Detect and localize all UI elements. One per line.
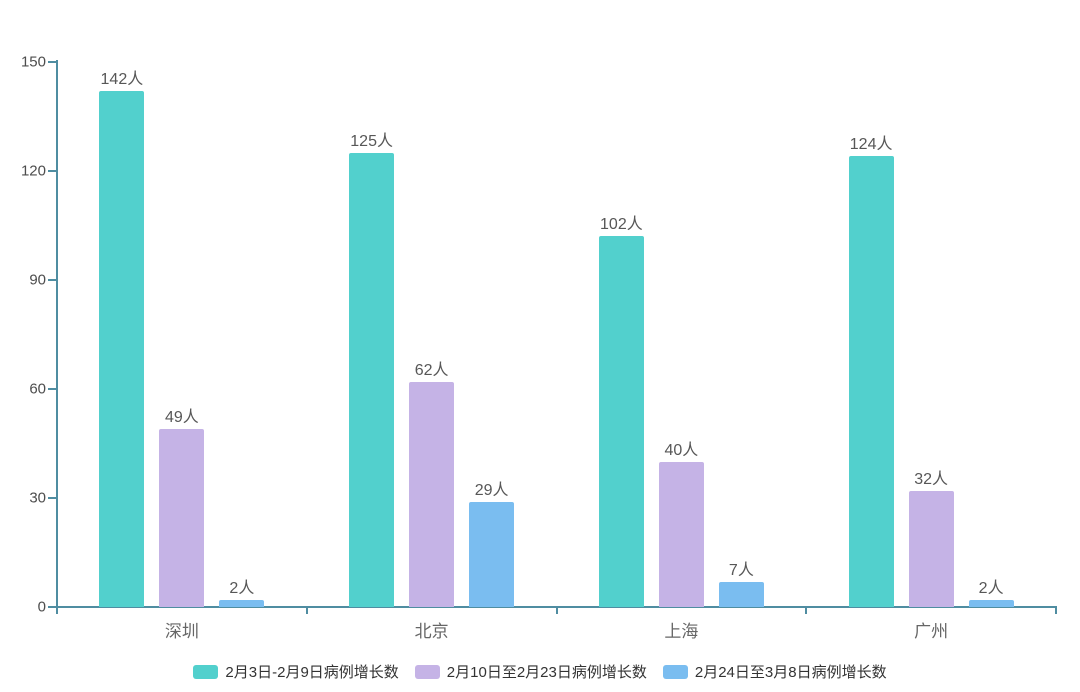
bar-value-label: 7人 xyxy=(728,561,754,579)
bar-value-label: 29人 xyxy=(474,481,509,499)
bar-series1-cat3 xyxy=(908,490,954,607)
bar-value-label: 32人 xyxy=(914,470,949,488)
x-axis-label: 广州 xyxy=(914,622,949,641)
bar-value-label: 62人 xyxy=(414,361,449,379)
bar-series1-cat1 xyxy=(409,381,455,607)
y-axis-tick-label: 0 xyxy=(37,598,46,616)
y-axis-tick xyxy=(48,388,56,390)
x-axis-label: 北京 xyxy=(414,622,449,641)
x-axis-tick xyxy=(305,607,308,614)
bar-value-label: 49人 xyxy=(164,408,199,426)
bar-series2-cat0 xyxy=(219,599,265,607)
y-axis-tick xyxy=(48,497,56,499)
bar-value-label: 2人 xyxy=(229,579,255,597)
y-axis-tick-label: 30 xyxy=(29,489,46,507)
bar-value-label: 40人 xyxy=(664,441,699,459)
bar-series2-cat3 xyxy=(968,599,1014,607)
bar-series0-cat3 xyxy=(848,156,894,607)
chart-legend: 2月3日-2月9日病例增长数 2月10日至2月23日病例增长数 2月24日至3月8日… xyxy=(0,661,1080,682)
bar-series0-cat1 xyxy=(349,152,395,607)
bar-series0-cat0 xyxy=(99,91,145,607)
bar-series0-cat2 xyxy=(598,236,644,607)
y-axis-tick-label: 60 xyxy=(29,380,46,398)
bar-series1-cat2 xyxy=(658,461,704,607)
legend-label: 2月3日-2月9日病例增长数 xyxy=(225,664,399,681)
legend-swatch xyxy=(193,664,219,679)
bar-value-label: 102人 xyxy=(600,216,643,234)
x-axis-tick xyxy=(805,607,808,614)
y-axis-tick xyxy=(48,170,56,172)
y-axis-tick-label: 150 xyxy=(20,53,46,71)
x-axis-tick xyxy=(555,607,558,614)
bar-value-label: 142人 xyxy=(100,71,144,89)
x-axis-tick xyxy=(56,607,58,614)
legend-item-series0[interactable]: 2月3日-2月9日病例增长数 xyxy=(193,661,399,682)
legend-item-series1[interactable]: 2月10日至2月23日病例增长数 xyxy=(414,661,647,682)
x-axis-label: 上海 xyxy=(664,622,699,641)
legend-label: 2月24日至3月8日病例增长数 xyxy=(694,664,887,681)
legend-label: 2月10日至2月23日病例增长数 xyxy=(446,664,647,681)
bar-series1-cat0 xyxy=(159,428,205,607)
x-axis-tick xyxy=(1055,607,1057,614)
bar-value-label: 2人 xyxy=(978,579,1004,597)
y-axis-tick-label: 90 xyxy=(29,271,46,289)
legend-item-series2[interactable]: 2月24日至3月8日病例增长数 xyxy=(662,661,887,682)
bar-series2-cat1 xyxy=(469,501,515,607)
y-axis-tick xyxy=(48,279,56,281)
y-axis-tick xyxy=(48,61,56,63)
y-axis-tick-label: 120 xyxy=(20,162,46,180)
y-axis-line xyxy=(56,60,58,608)
y-axis-tick xyxy=(48,606,56,608)
bar-value-label: 125人 xyxy=(350,132,393,150)
x-axis-label: 深圳 xyxy=(164,622,199,641)
bar-value-label: 124人 xyxy=(849,136,893,154)
bar-series2-cat2 xyxy=(718,581,764,607)
legend-swatch xyxy=(662,664,688,679)
legend-swatch xyxy=(414,664,440,679)
